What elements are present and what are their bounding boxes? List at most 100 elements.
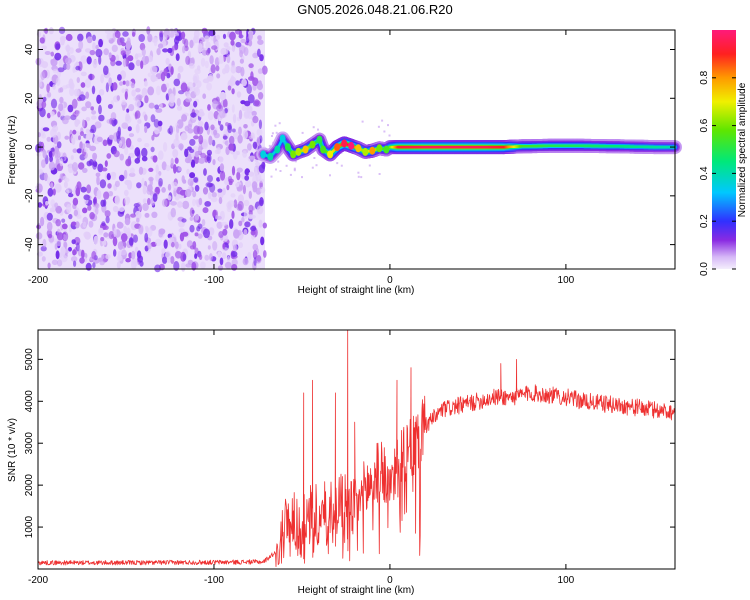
noise-speckle: [41, 133, 46, 139]
noise-speckle: [259, 54, 264, 62]
noise-speckle: [207, 175, 213, 183]
noise-speckle: [135, 59, 141, 67]
x-tick-label: -200: [28, 575, 48, 586]
noise-speckle: [39, 107, 46, 118]
noise-speckle: [219, 124, 224, 131]
noise-speckle: [247, 94, 255, 104]
noise-speckle: [107, 183, 112, 189]
x-tick-label: -100: [204, 275, 224, 286]
noise-speckle: [210, 196, 218, 203]
signal-scatter: [271, 135, 273, 137]
noise-speckle: [224, 63, 230, 74]
noise-speckle: [93, 235, 99, 245]
noise-speckle: [68, 247, 72, 252]
noise-speckle: [174, 35, 181, 41]
noise-speckle: [218, 196, 223, 205]
noise-speckle: [189, 63, 195, 69]
noise-speckle: [114, 180, 120, 188]
noise-speckle: [82, 167, 88, 173]
noise-speckle: [103, 191, 110, 200]
noise-speckle: [235, 80, 240, 86]
noise-speckle: [55, 43, 61, 50]
noise-speckle: [258, 219, 263, 228]
noise-speckle: [106, 173, 111, 181]
noise-speckle: [240, 66, 245, 77]
noise-speckle: [238, 220, 243, 227]
noise-speckle: [248, 171, 255, 177]
noise-speckle: [89, 49, 96, 56]
signal-scatter: [381, 119, 384, 122]
noise-speckle: [229, 219, 234, 229]
noise-speckle: [106, 33, 113, 41]
noise-speckle: [65, 57, 72, 65]
noise-speckle: [69, 87, 75, 97]
noise-speckle: [99, 179, 107, 189]
noise-speckle: [248, 39, 253, 47]
noise-speckle: [60, 255, 68, 263]
noise-speckle: [244, 221, 251, 228]
noise-speckle: [136, 217, 140, 223]
noise-speckle: [170, 66, 174, 75]
noise-speckle: [98, 89, 105, 96]
noise-speckle: [89, 212, 95, 220]
noise-speckle: [117, 241, 124, 250]
signal-scatter: [294, 160, 297, 163]
signal-scatter: [293, 169, 296, 172]
noise-speckle: [206, 82, 213, 91]
noise-speckle: [92, 262, 96, 269]
noise-speckle: [212, 241, 218, 251]
noise-speckle: [222, 187, 226, 196]
noise-speckle: [125, 80, 130, 87]
noise-speckle: [201, 139, 209, 150]
noise-speckle: [40, 216, 45, 227]
snr-axes: -200 -100 0 100 5000 4000 3000 2000 1000: [24, 330, 675, 586]
noise-speckle: [205, 182, 213, 188]
noise-speckle: [176, 98, 181, 107]
signal-blob: [355, 144, 362, 153]
noise-speckle: [184, 189, 192, 197]
noise-speckle: [206, 149, 212, 156]
figure-title: GN05.2026.048.21.06.R20: [297, 2, 452, 17]
noise-speckle: [182, 253, 187, 261]
noise-speckle: [170, 201, 177, 206]
noise-speckle: [65, 44, 70, 53]
noise-speckle: [91, 251, 97, 260]
y-tick-label: 4000: [24, 390, 35, 413]
noise-speckle: [222, 228, 228, 236]
noise-speckle: [194, 253, 198, 259]
noise-speckle: [133, 203, 140, 208]
noise-speckle: [80, 55, 88, 64]
noise-speckle: [171, 241, 175, 248]
spectrogram-noise-region: [35, 26, 392, 273]
noise-speckle: [241, 105, 247, 112]
noise-speckle: [147, 197, 151, 206]
noise-speckle: [153, 118, 160, 128]
noise-speckle: [126, 180, 133, 190]
noise-speckle: [125, 158, 132, 167]
spectrogram-signal-track: [256, 131, 682, 164]
noise-speckle: [240, 100, 246, 105]
noise-speckle: [148, 176, 154, 182]
noise-speckle: [136, 94, 143, 100]
noise-speckle: [197, 233, 203, 239]
noise-speckle: [47, 187, 54, 197]
noise-speckle: [78, 94, 86, 101]
signal-scatter: [312, 126, 315, 129]
x-tick-label: 100: [558, 275, 575, 286]
signal-blob: [341, 139, 348, 148]
noise-speckle: [72, 162, 78, 172]
noise-speckle: [217, 188, 223, 193]
noise-speckle: [87, 205, 92, 211]
noise-speckle: [248, 31, 254, 41]
noise-speckle: [120, 249, 127, 256]
x-tick-label: -100: [204, 575, 224, 586]
noise-speckle: [116, 95, 121, 101]
noise-speckle: [43, 172, 48, 182]
noise-speckle: [257, 39, 264, 45]
signal-scatter: [277, 160, 280, 163]
noise-speckle: [50, 182, 54, 189]
noise-speckle: [58, 58, 64, 68]
y-tick-label: 1000: [24, 516, 35, 539]
noise-speckle: [161, 198, 168, 207]
signal-scatter: [271, 132, 274, 135]
